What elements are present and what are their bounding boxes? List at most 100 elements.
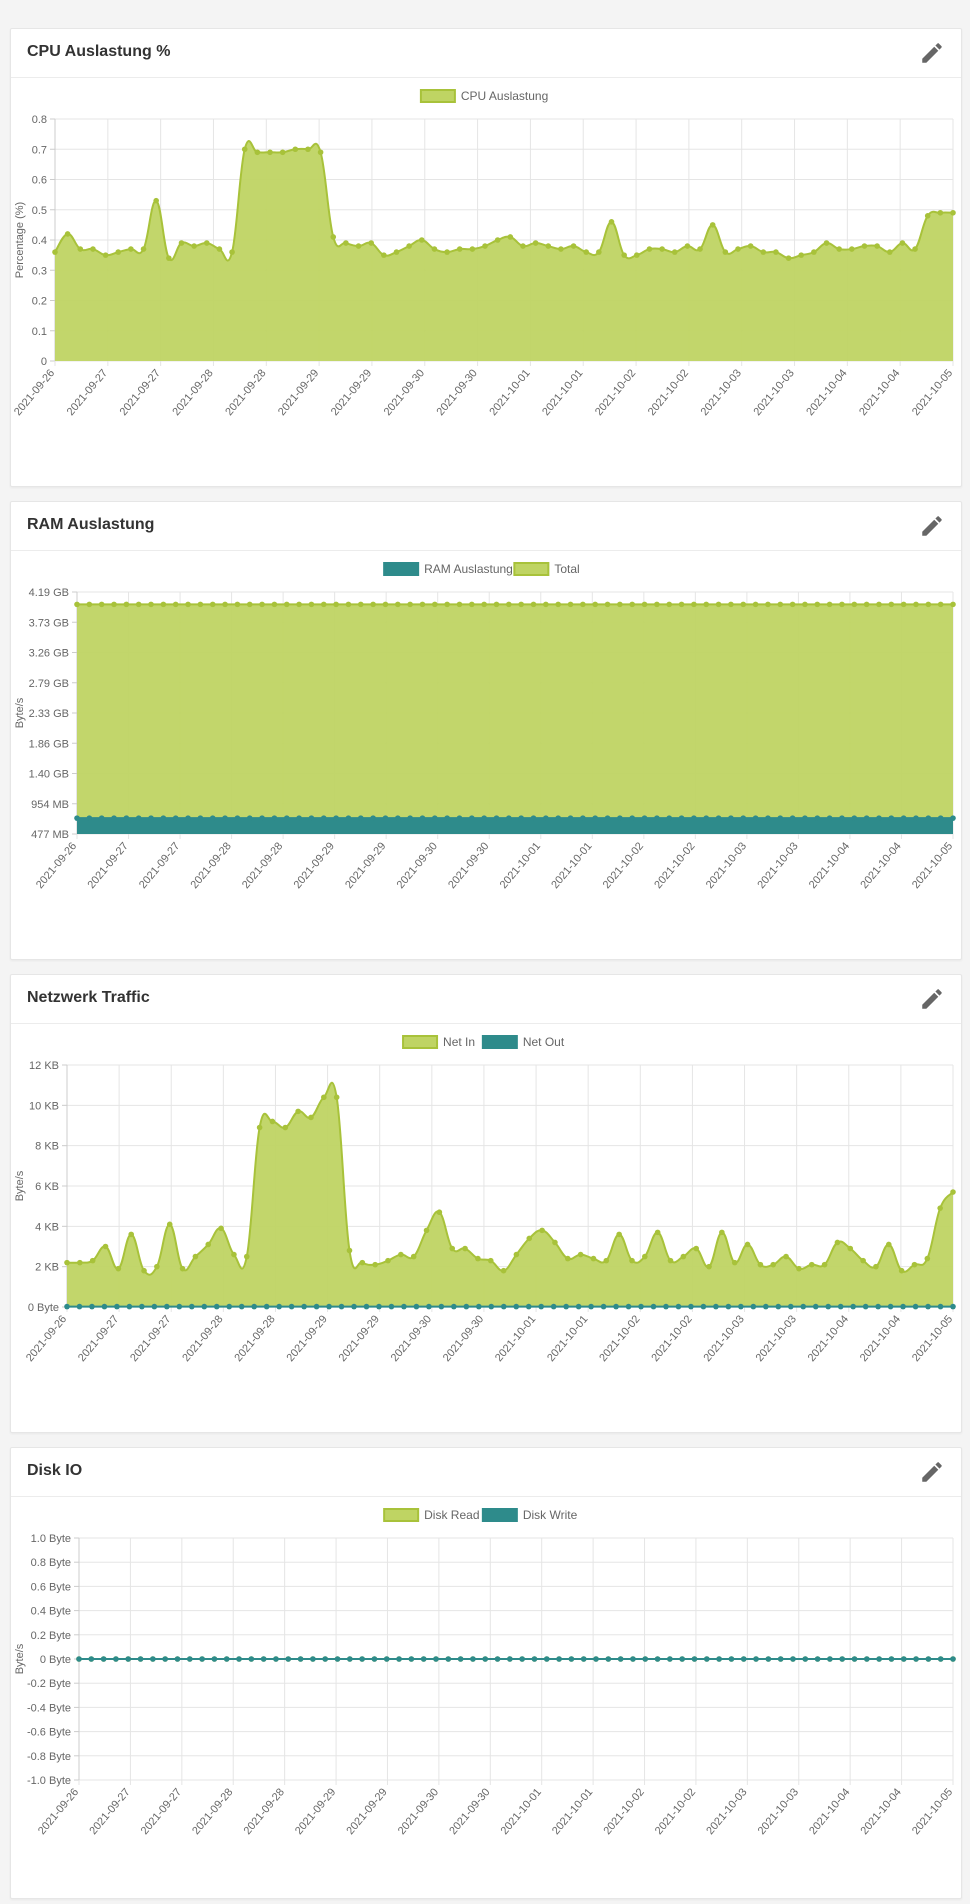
disk-card: Disk IO Disk Read Disk Write 1.0 Byte 0.8 B… [10,1447,962,1899]
data-point [218,1225,224,1232]
data-point [812,1303,819,1310]
data-point [172,815,179,821]
data-point [518,601,524,608]
legend-swatch [513,562,550,576]
pencil-icon[interactable] [919,40,945,66]
data-point [617,1656,624,1662]
data-point [691,601,697,608]
data-point [802,815,808,821]
data-point [310,1656,316,1662]
data-point [580,601,586,608]
data-point [269,1118,276,1125]
data-point [719,1229,725,1236]
series-area [67,1082,953,1307]
data-point [783,1253,789,1260]
data-point [507,234,514,240]
data-point [550,1303,557,1310]
data-point [282,1124,289,1131]
x-tick-label: 2021-09-30 [446,840,491,891]
data-point [357,815,364,821]
data-point [567,815,574,821]
series-net-in [64,1081,956,1307]
data-point [875,1303,881,1310]
data-point [950,815,956,821]
ram-card: RAM Auslastung RAM Auslastung Total 4.19 G… [10,501,962,960]
data-point [160,601,167,608]
y-tick-label: 3.26 GB [29,648,69,660]
data-point [238,1303,245,1310]
data-point [135,601,142,608]
x-tick-label: 2021-09-28 [190,1786,235,1837]
data-point [345,815,352,821]
data-point [790,1656,796,1662]
data-point [731,1259,738,1266]
data-point [757,1261,764,1268]
data-point [76,1303,83,1310]
data-point [667,1257,674,1264]
data-point [654,601,660,608]
data-point [308,815,315,821]
x-tick-label: 2021-10-03 [704,840,749,891]
data-point [752,601,759,608]
data-point [777,1656,784,1662]
data-point [876,601,882,608]
data-point [123,601,130,608]
data-point [231,1251,237,1258]
card-title: CPU Auslastung % [27,43,171,60]
data-point [451,1303,457,1310]
data-point [703,815,710,821]
data-point [763,1303,769,1310]
data-point [229,249,235,255]
data-point [140,246,147,252]
data-point [226,1303,233,1310]
data-point [174,1656,181,1662]
data-point [475,1255,481,1262]
data-point [363,1303,370,1310]
data-point [376,1303,382,1310]
data-point [543,601,549,608]
data-point [545,243,552,249]
data-point [197,815,204,821]
data-point [839,601,845,608]
card-header: Netzwerk Traffic [11,975,961,1024]
series-area [77,818,953,834]
data-point [308,601,315,608]
card-header: CPU Auslastung % [11,29,961,78]
x-tick-label: 2021-09-30 [447,1786,492,1837]
data-point [796,1265,802,1272]
x-tick-label: 2021-10-02 [652,840,697,891]
pencil-icon[interactable] [919,1459,945,1485]
data-point [371,1656,378,1662]
x-tick-label: 2021-10-04 [807,1786,852,1837]
data-point [333,601,339,608]
data-point [243,1253,250,1260]
data-point [410,1253,417,1260]
data-point [276,1303,282,1310]
data-point [382,601,389,608]
y-tick-label: 0.8 Byte [31,1557,71,1569]
data-point [370,601,376,608]
x-tick-label: 2021-09-28 [189,840,234,891]
data-point [482,243,488,249]
series-ram-auslastung [74,815,956,834]
x-tick-label: 2021-09-27 [139,1786,184,1837]
data-point [470,1656,476,1662]
series-area [77,604,953,834]
data-point [251,1303,257,1310]
data-point [642,1253,648,1260]
x-tick-label: 2021-09-30 [435,367,480,418]
pencil-icon[interactable] [919,986,945,1012]
legend-label: Disk Write [523,1508,578,1522]
pencil-icon[interactable] [919,513,945,539]
y-tick-label: 6 KB [35,1181,59,1193]
data-point [552,1239,558,1246]
data-point [506,601,512,608]
data-point [558,246,564,252]
network-chart: Net In Net Out 12 KB 10 KB 8 KB 6 KB 4 KB 2 KB 0… [14,1035,956,1364]
data-point [531,1656,538,1662]
x-tick-label: 2021-10-02 [653,1786,698,1837]
y-axis-title: Percentage (%) [14,202,26,278]
data-point [860,1257,866,1264]
data-point [641,815,648,821]
data-point [638,1303,644,1310]
